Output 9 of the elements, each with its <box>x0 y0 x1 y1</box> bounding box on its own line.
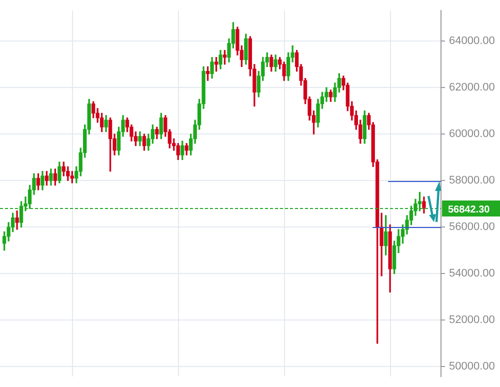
y-tick-label: 50000.00 <box>449 360 495 373</box>
y-tick-label: 56000.00 <box>449 221 495 234</box>
y-tick-label: 58000.00 <box>449 174 495 187</box>
y-tick-label: 54000.00 <box>449 268 495 280</box>
y-tick-label: 64000.00 <box>449 35 495 48</box>
y-tick-label: 60000.00 <box>449 128 495 140</box>
y-tick-label: 62000.00 <box>449 82 495 94</box>
ref-line-label: 56842.30 <box>448 204 490 216</box>
y-tick-label: 52000.00 <box>449 314 495 326</box>
